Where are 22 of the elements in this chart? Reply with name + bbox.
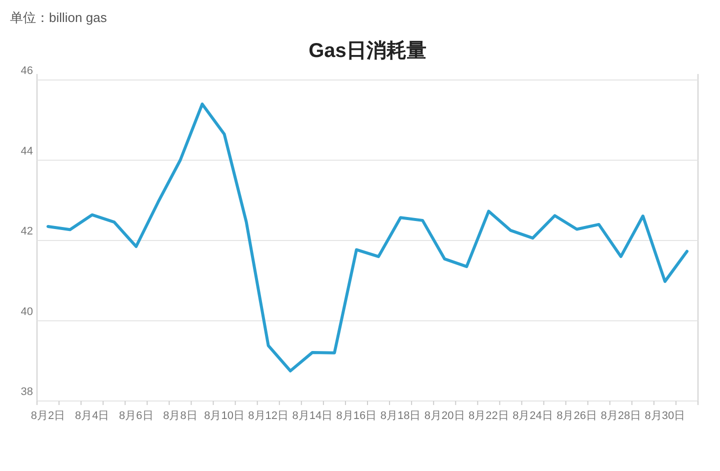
- y-tick-label: 40: [20, 306, 33, 318]
- x-tick-label: 8月18日: [380, 410, 421, 422]
- y-tick-label: 42: [20, 226, 33, 238]
- x-tick-label: 8月4日: [74, 410, 110, 422]
- x-tick-label: 8月30日: [644, 410, 686, 422]
- x-tick-label: 8月28日: [600, 410, 642, 422]
- text: 单位：billion gas: [10, 10, 108, 25]
- x-tick-label: 8月16日: [336, 410, 377, 422]
- x-tick-label: 8月22日: [468, 410, 509, 422]
- x-tick-label: 8月8日: [163, 410, 198, 422]
- x-tick-label: 8月14日: [292, 410, 333, 422]
- y-tick-label: 38: [20, 386, 33, 398]
- x-tick-label: 8月6日: [119, 410, 154, 422]
- x-tick-label: 8月20日: [424, 410, 465, 422]
- x-tick-label: 8月26日: [556, 410, 597, 422]
- y-tick-label: 44: [20, 145, 33, 158]
- x-tick-label: 8月24日: [512, 410, 553, 422]
- y-tick-label: 46: [20, 65, 33, 77]
- x-tick-label: 8月12日: [248, 410, 289, 422]
- x-tick-label: 8月2日: [30, 410, 66, 422]
- chart-title: Gas日消耗量: [308, 40, 426, 62]
- x-tick-label: 8月10日: [204, 410, 244, 422]
